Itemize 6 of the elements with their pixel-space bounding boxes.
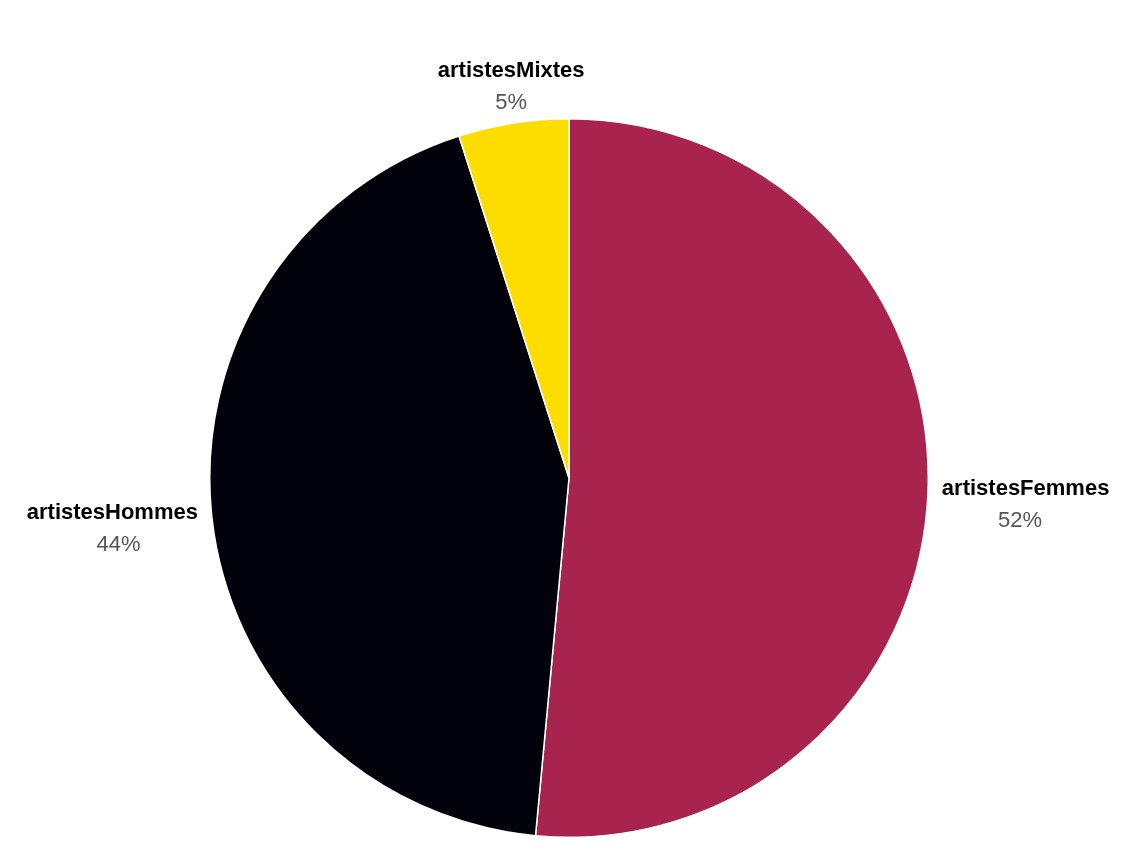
data-label: 5% xyxy=(495,89,528,115)
slice-label: artistesFemmes xyxy=(941,475,1110,501)
data-label: 52% xyxy=(998,507,1043,533)
slice-label: artistesMixtes xyxy=(437,57,585,83)
slice-label: artistesHommes xyxy=(26,498,198,524)
data-label: 44% xyxy=(96,530,141,556)
